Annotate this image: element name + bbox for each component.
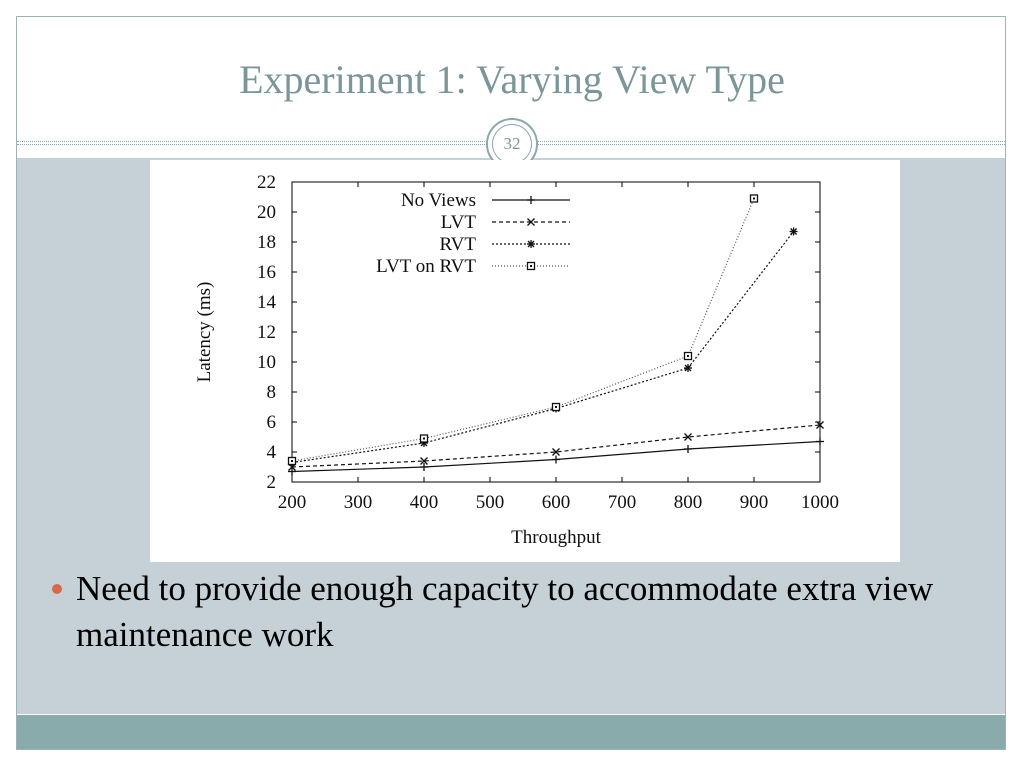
series-line-1 (291, 424, 821, 468)
data-point (684, 433, 692, 441)
y-tick-label: 8 (267, 382, 277, 403)
data-point (816, 421, 824, 429)
x-tick-label: 800 (674, 492, 703, 513)
legend-label: RVT (440, 234, 477, 255)
data-point (789, 227, 798, 236)
legend-marker (527, 196, 535, 204)
y-tick-label: 4 (267, 442, 277, 463)
data-point (749, 194, 759, 203)
data-point (287, 456, 297, 466)
data-point (551, 402, 561, 412)
plot-frame (291, 181, 821, 483)
legend-marker (526, 261, 536, 271)
x-tick-label: 300 (344, 492, 373, 513)
y-tick-label: 18 (257, 232, 276, 253)
data-point (816, 437, 824, 446)
data-point (552, 448, 560, 456)
latency-chart: 2 4 6 8 10 12 14 16 18 20 22 200 300 400 500 600 700 800 9… (194, 172, 839, 548)
legend-label: LVT on RVT (376, 256, 476, 277)
data-point (420, 457, 428, 465)
x-tick-label: 900 (740, 492, 769, 513)
data-point (288, 467, 296, 476)
x-axis-label: Throughput (511, 527, 601, 548)
y-tick-label: 16 (257, 262, 276, 283)
data-point (552, 455, 560, 464)
data-point (419, 434, 429, 443)
data-point (684, 364, 692, 372)
bullet-text: Need to provide enough capacity to accom… (76, 569, 934, 654)
series-line-3 (291, 198, 755, 462)
y-tick-label: 14 (257, 292, 277, 313)
page-number: 32 (492, 124, 532, 164)
x-tick-label: 400 (410, 492, 439, 513)
x-tick-label: 1000 (801, 492, 839, 513)
series-line-2 (291, 231, 795, 464)
legend-label: LVT (441, 212, 477, 233)
y-tick-label: 2 (267, 472, 277, 493)
legend-marker (527, 240, 535, 248)
legend-label: No Views (401, 190, 476, 211)
y-tick-label: 20 (257, 202, 276, 223)
legend-marker (527, 218, 535, 226)
footer-bar (17, 715, 1005, 749)
chart-panel: 2 4 6 8 10 12 14 16 18 20 22 200 300 400 500 600 700 800 9… (150, 160, 900, 562)
y-tick-label: 22 (257, 172, 276, 193)
x-tick-label: 500 (476, 492, 505, 513)
y-tick-label: 6 (267, 412, 277, 433)
data-point (420, 463, 428, 471)
x-tick-label: 700 (608, 492, 637, 513)
data-point (683, 351, 693, 361)
data-point (684, 445, 692, 453)
slide-title: Experiment 1: Varying View Type (239, 57, 785, 102)
y-axis-label: Latency (ms) (194, 282, 215, 383)
y-tick-label: 12 (257, 322, 276, 343)
y-tick-label: 10 (257, 352, 276, 373)
bullet-dot-icon (52, 584, 62, 594)
x-tick-label: 200 (278, 492, 307, 513)
x-tick-label: 600 (542, 492, 571, 513)
